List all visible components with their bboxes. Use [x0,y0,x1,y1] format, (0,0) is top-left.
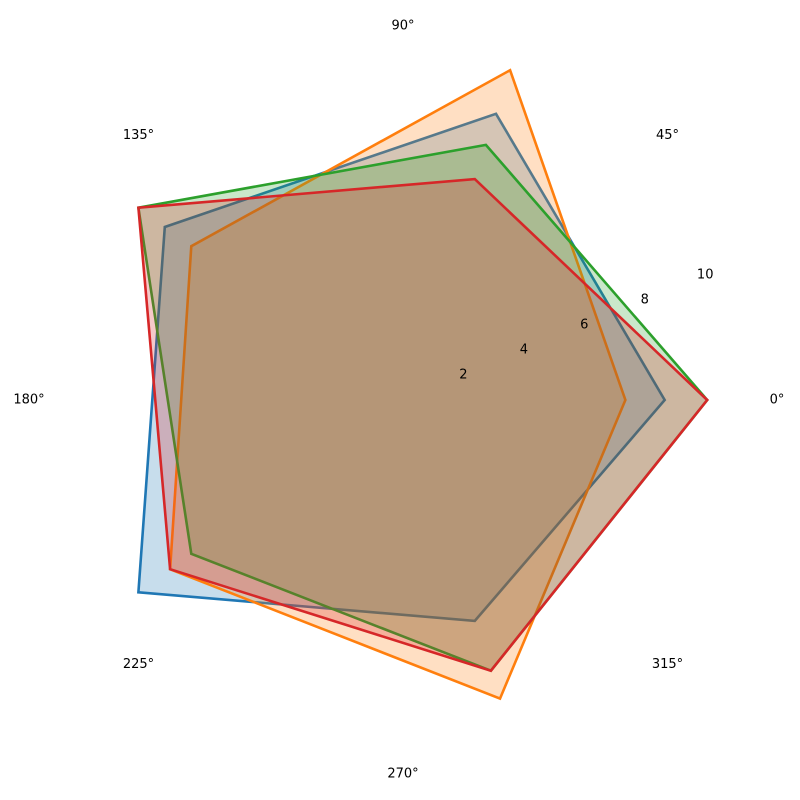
radial-tick-label: 8 [641,292,649,307]
angle-tick-label: 315° [652,657,683,672]
angle-tick-label: 270° [387,767,418,782]
radial-tick-label: 10 [697,267,714,282]
radial-tick-label: 2 [459,368,467,383]
series-4-line [136,177,709,673]
radial-tick-label: 4 [520,342,528,357]
angle-tick-label: 135° [123,128,154,143]
series-layer [136,68,709,701]
angle-tick-label: 180° [13,393,44,408]
series-3-area [138,144,708,671]
angle-tick-label: 225° [123,657,154,672]
angle-tick-labels: 0° 45° 90° 135° 180° 225° 270° 315° [13,19,784,782]
series-1-line [137,112,667,623]
series-2-line [168,68,627,701]
angle-tick-label: 90° [391,19,414,34]
angle-tick-label: 0° [770,393,785,408]
angle-tick-label: 45° [656,128,679,143]
series-2-area [170,70,626,699]
radial-tick-label: 6 [580,317,588,332]
series-4-area [138,179,708,671]
series-1-area [138,113,665,621]
radial-tick-labels: 2 4 6 8 10 [459,267,713,382]
